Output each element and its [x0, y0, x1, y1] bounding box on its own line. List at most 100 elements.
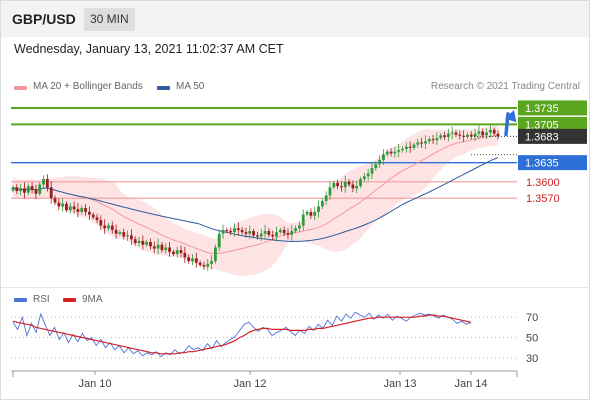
candle-body	[427, 139, 431, 142]
candle-body	[477, 131, 481, 134]
candle	[53, 195, 57, 206]
candle-body	[164, 247, 168, 251]
candle	[374, 161, 378, 171]
candle	[214, 244, 217, 264]
candle	[198, 260, 202, 267]
candle-body	[206, 263, 210, 267]
candle-body	[107, 225, 110, 229]
candle	[107, 222, 110, 231]
candle	[236, 222, 240, 236]
x-tick-label: Jan 10	[78, 378, 111, 390]
candle	[397, 143, 401, 158]
ma50-legend-swatch	[157, 86, 170, 90]
candle	[385, 149, 389, 157]
candle-body	[286, 233, 290, 235]
candle	[393, 146, 397, 158]
candle-body	[290, 231, 294, 235]
interval-button[interactable]: 30 MIN	[84, 8, 135, 31]
candle	[420, 137, 424, 148]
candle	[76, 203, 80, 218]
candle	[68, 202, 72, 214]
candle	[160, 241, 164, 253]
candle	[19, 183, 23, 196]
candle	[378, 155, 382, 169]
candle	[179, 245, 183, 258]
candle-body	[65, 203, 68, 211]
candle-body	[179, 250, 183, 253]
candle	[263, 224, 267, 240]
candle	[412, 142, 416, 150]
candle	[271, 230, 275, 241]
candle	[183, 246, 187, 263]
candle-body	[252, 231, 255, 236]
candle-body	[393, 151, 397, 154]
symbol-title: GBP/USD	[12, 11, 76, 27]
candle	[458, 130, 462, 140]
candle	[149, 238, 152, 250]
candle-body	[466, 134, 469, 137]
price-levels: 1.3735 1.3705 1.3635 1.3600 1.3570	[11, 100, 587, 205]
candle-body	[160, 244, 164, 251]
level-label-resistance: 1.3705	[525, 119, 559, 131]
candle	[137, 236, 141, 247]
rsi-line	[12, 311, 472, 358]
candle	[61, 198, 65, 212]
candle	[84, 203, 87, 216]
candle	[305, 209, 309, 217]
candle	[248, 225, 252, 239]
candle-body	[389, 151, 393, 154]
candle-body	[202, 264, 206, 267]
candle-body	[416, 142, 420, 145]
level-label-pivot: 1.3635	[525, 158, 559, 170]
candle-body	[171, 251, 175, 255]
candle	[446, 128, 450, 142]
candle-body	[152, 246, 156, 249]
candle-body	[301, 214, 305, 226]
candle-body	[175, 250, 179, 255]
forecast-arrow-head	[504, 109, 517, 123]
candle-body	[244, 232, 248, 234]
candle-body	[141, 240, 145, 245]
candle-body	[248, 231, 252, 234]
candle-body	[229, 231, 233, 233]
candle-body	[87, 211, 91, 215]
rsi-tick-label: 70	[526, 312, 538, 324]
candle-body	[23, 188, 26, 193]
candle	[473, 128, 477, 141]
candle-body	[324, 195, 328, 201]
rsi-ma-line	[12, 314, 472, 355]
timestamp: Wednesday, January 13, 2021 11:02:37 AM …	[14, 42, 284, 56]
candle-body	[336, 182, 340, 187]
candle	[57, 198, 61, 211]
candle-body	[225, 229, 229, 232]
candle-body	[149, 241, 152, 247]
candle	[65, 201, 68, 213]
candle-body	[236, 228, 240, 230]
candle-body	[214, 247, 217, 262]
candle	[95, 213, 99, 224]
candle	[320, 198, 324, 209]
candle	[114, 224, 118, 239]
candle-body	[95, 217, 99, 221]
candle-body	[30, 186, 34, 190]
candle	[347, 178, 351, 188]
candle	[481, 128, 485, 138]
candle	[485, 128, 488, 140]
candle	[488, 124, 492, 138]
candle-body	[408, 146, 412, 148]
candle-body	[435, 138, 439, 141]
candle-body	[99, 220, 103, 226]
candle	[240, 227, 244, 235]
candle-body	[347, 181, 351, 185]
candle-body	[488, 129, 492, 133]
candle-body	[103, 225, 107, 229]
candle	[202, 261, 206, 270]
candle-body	[446, 133, 450, 137]
candle-body	[397, 150, 401, 152]
candle-body	[305, 211, 309, 215]
candle	[80, 205, 84, 215]
candle	[282, 226, 286, 237]
candle	[359, 176, 362, 189]
candle	[435, 132, 439, 146]
candle-body	[68, 206, 72, 211]
